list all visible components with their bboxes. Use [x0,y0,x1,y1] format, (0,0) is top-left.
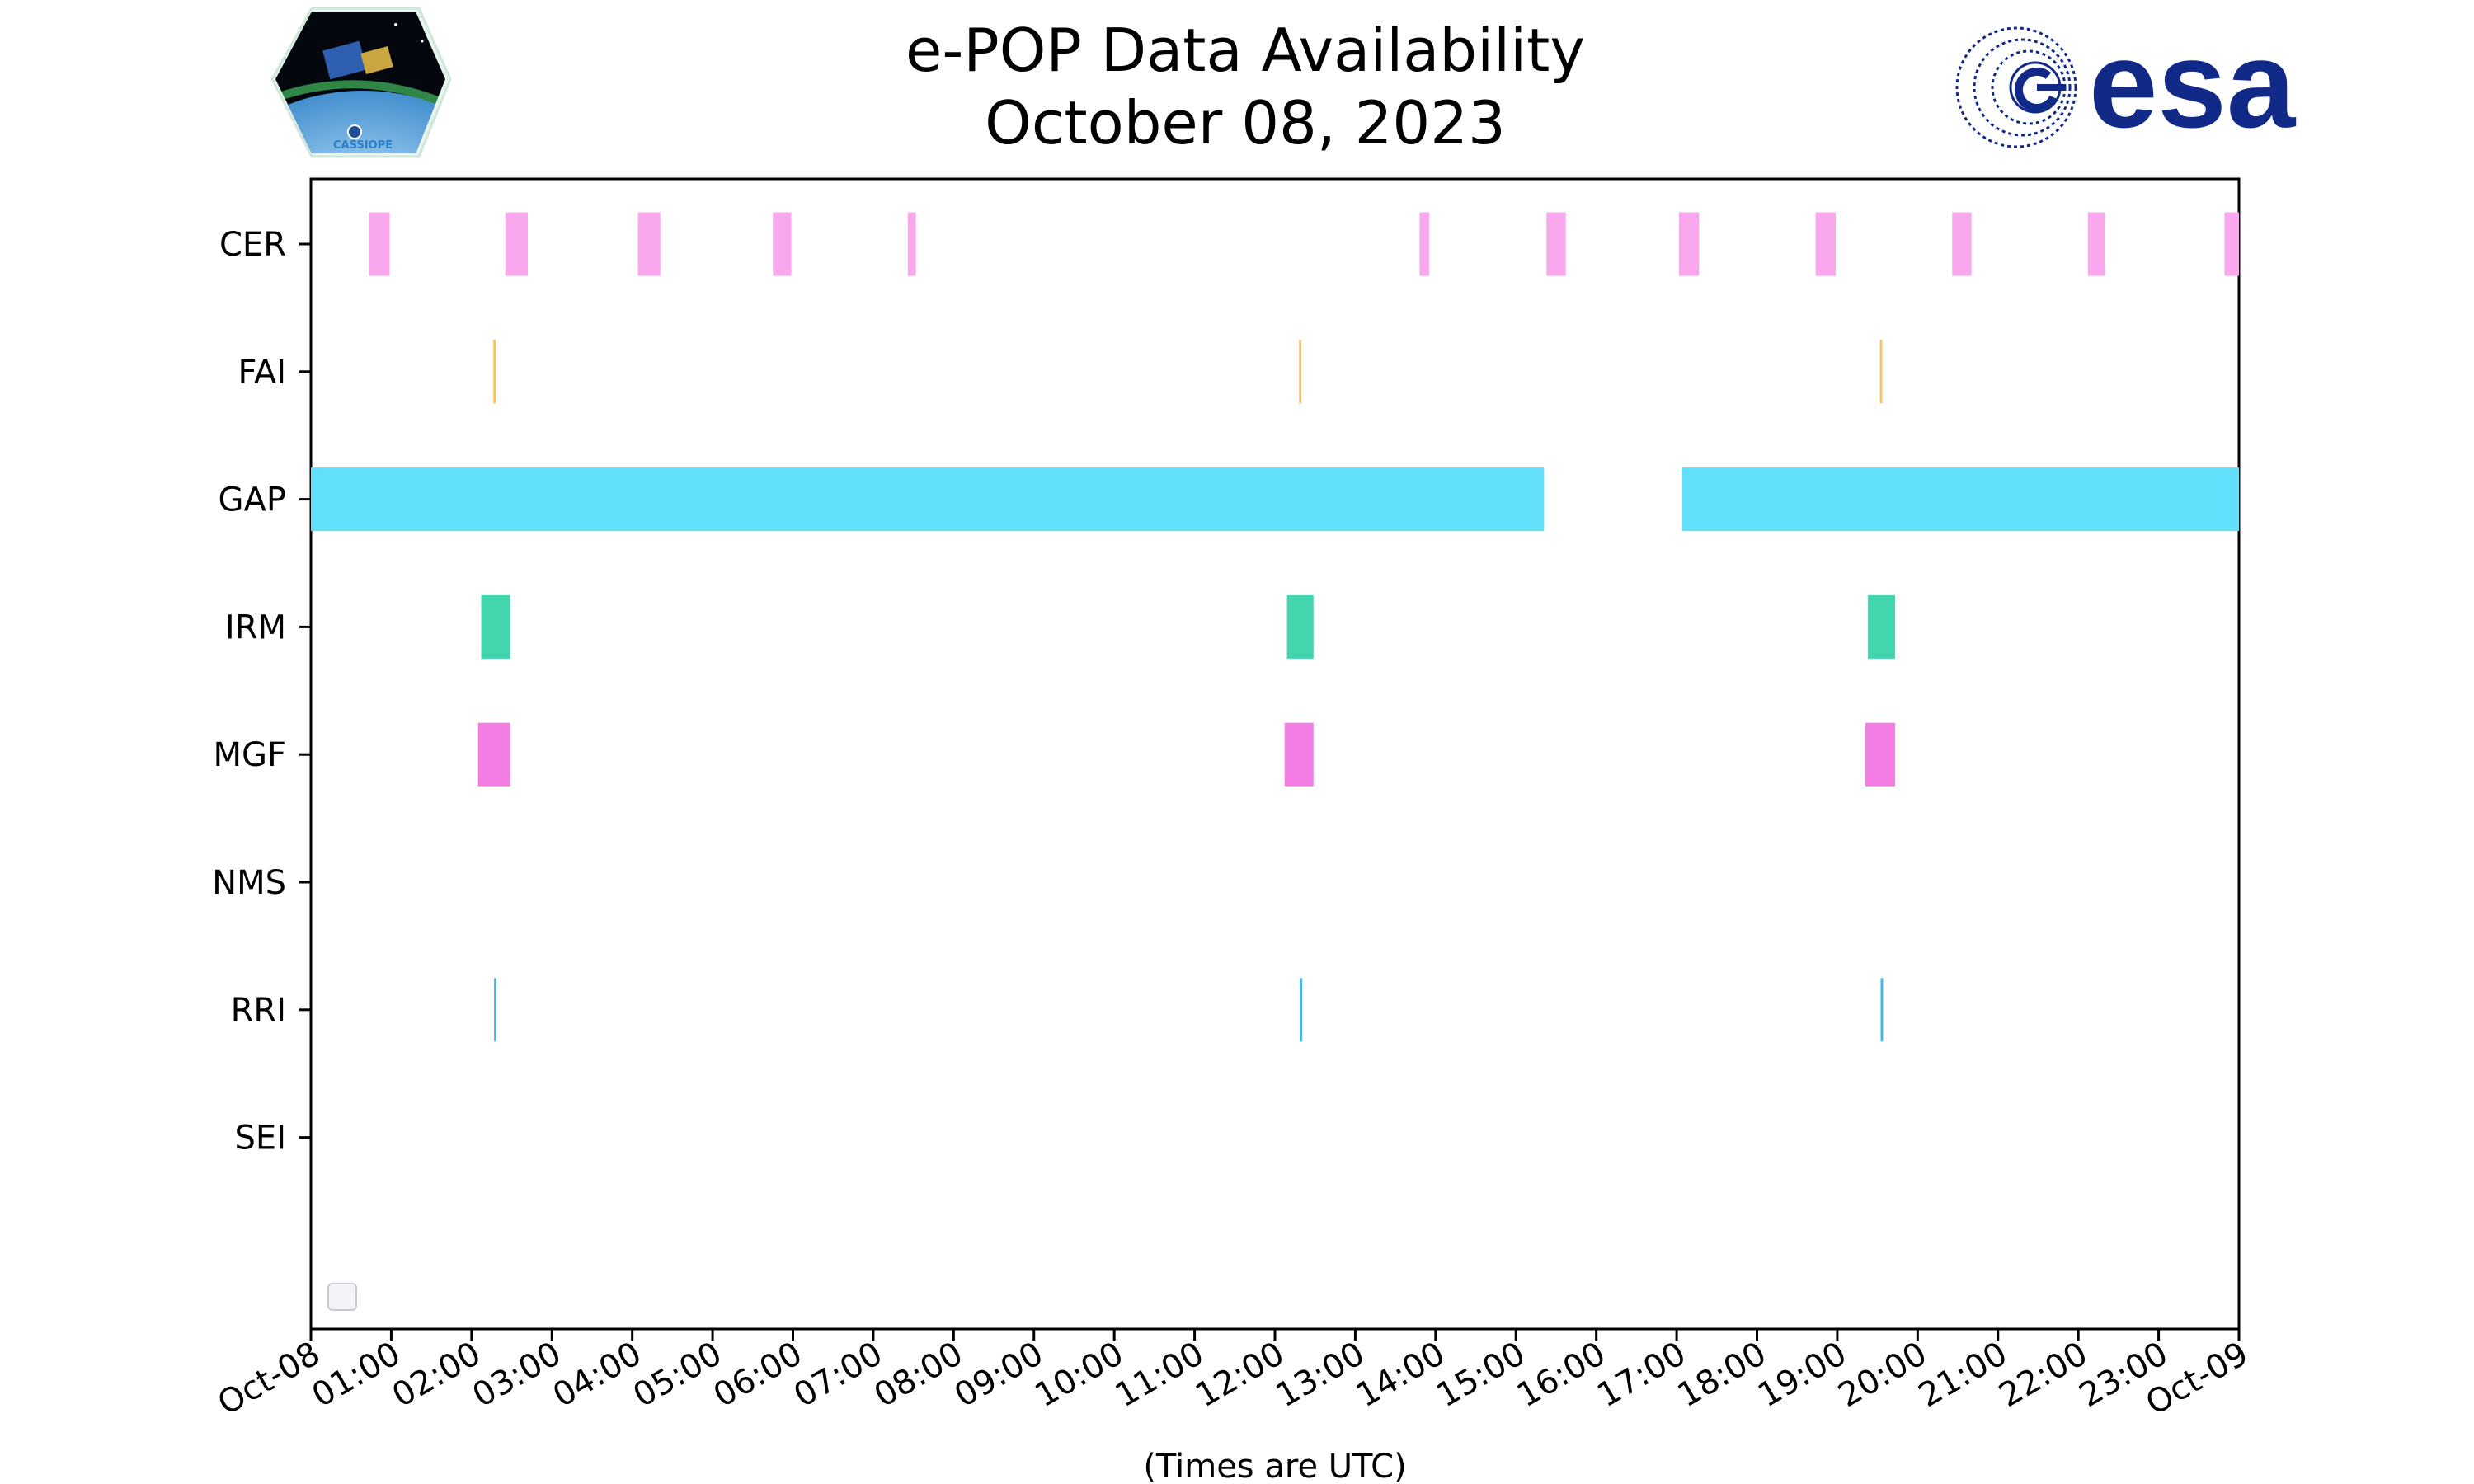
bar-mgf [1865,722,1896,787]
x-tick-label: 17:00 [1591,1335,1692,1415]
bar-fai [493,340,496,404]
x-tick-label: 08:00 [868,1335,969,1415]
x-tick-label: 12:00 [1189,1335,1291,1415]
bar-cer [907,212,916,276]
x-tick-label: 22:00 [1992,1335,2094,1415]
x-tick-label: 10:00 [1028,1335,1130,1415]
esa-logo: esa [1955,15,2297,153]
x-tick-label: 05:00 [627,1335,728,1415]
plot-frame [309,177,2241,1331]
chart-title: e-POP Data Availability [905,16,1585,85]
y-tick-label-mgf: MGF [213,736,286,774]
bar-cer [773,212,792,276]
x-tick-label: 19:00 [1752,1335,1853,1415]
cassiope-logo-text: CASSIOPE [333,139,393,152]
x-tick-label: 14:00 [1350,1335,1451,1415]
legend-box [327,1283,357,1311]
y-tick-label-gap: GAP [219,481,286,519]
bar-mgf [477,722,510,787]
x-tick-label: 07:00 [788,1335,889,1415]
x-tick-label: 03:00 [466,1335,567,1415]
bar-cer [637,212,661,276]
bar-cer [505,212,529,276]
x-tick-label: Oct-08 [212,1335,327,1423]
x-tick-label: 15:00 [1430,1335,1531,1415]
x-tick-label: 06:00 [708,1335,809,1415]
bar-irm [1867,594,1896,659]
y-axis: CER FAI GAP IRM MGF NMS RRI SEI [212,226,311,1158]
x-tick-label: 21:00 [1912,1335,2014,1415]
bar-fai [1299,340,1302,404]
bar-cer [369,212,390,276]
bar-cer [2087,212,2105,276]
bar-cer [1815,212,1836,276]
bar-gap [311,467,1545,532]
bar-mgf [1284,722,1314,787]
bar-irm [481,594,510,659]
x-tick-label: 20:00 [1832,1335,1933,1415]
x-tick-label: 01:00 [306,1335,407,1415]
bar-rri [494,978,497,1042]
esa-wordmark: esa [2089,15,2297,153]
interval-bars [311,212,2239,1042]
x-tick-label: 11:00 [1109,1335,1211,1415]
bar-gap [1681,467,2239,532]
y-tick-label-sei: SEI [235,1120,286,1158]
x-tick-label: 02:00 [386,1335,487,1415]
bar-rri [1300,978,1303,1042]
bar-cer [1679,212,1700,276]
bar-rri [1880,978,1884,1042]
chart-subtitle: October 08, 2023 [985,88,1506,157]
x-tick-label: 16:00 [1511,1335,1612,1415]
x-tick-label: 18:00 [1672,1335,1773,1415]
x-tick-label: 04:00 [547,1335,648,1415]
y-tick-label-nms: NMS [212,864,286,902]
bar-cer [1952,212,1972,276]
y-tick-label-fai: FAI [238,354,287,392]
x-axis-label: (Times are UTC) [1143,1448,1406,1484]
bar-cer [1419,212,1430,276]
bar-irm [1286,594,1314,659]
x-tick-label: 09:00 [948,1335,1050,1415]
y-tick-label-cer: CER [219,226,286,264]
y-tick-label-rri: RRI [231,992,286,1030]
x-tick-label: 13:00 [1270,1335,1371,1415]
bar-cer [1546,212,1566,276]
y-tick-label-irm: IRM [225,608,286,646]
bar-fai [1879,340,1883,404]
esa-swirl-icon [1955,26,2077,148]
bar-cer [2224,212,2239,276]
x-axis: Oct-0801:0002:0003:0004:0005:0006:0007:0… [212,1329,2255,1423]
